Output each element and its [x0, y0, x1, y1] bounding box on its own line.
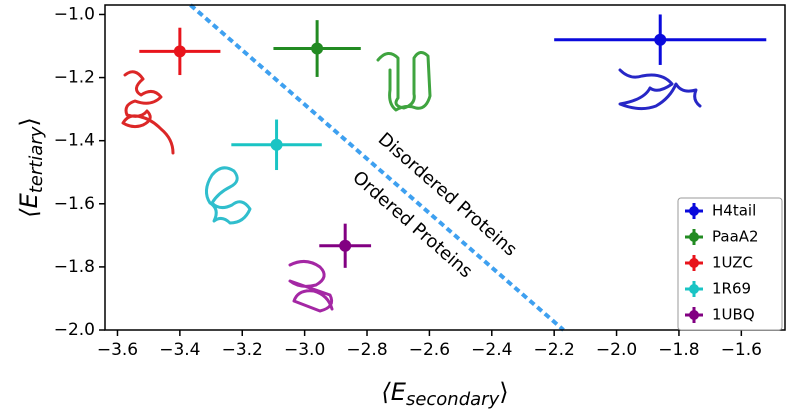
- x-tick-label: −3.0: [284, 340, 325, 360]
- y-tick-label: −2.0: [54, 320, 95, 340]
- divider-line: [189, 3, 565, 332]
- y-tick-label: −1.0: [54, 4, 95, 24]
- protein-1r69: [205, 166, 252, 225]
- protein-1uzc: [121, 70, 175, 155]
- legend-label: 1R69: [712, 280, 751, 298]
- x-axis-label: ⟨Esecondary⟩: [381, 378, 508, 410]
- point: [311, 42, 324, 55]
- legend-label: 1UBQ: [712, 306, 755, 324]
- legend-marker: [689, 206, 699, 216]
- y-axis-label-open: ⟨E: [15, 192, 43, 217]
- point: [173, 45, 186, 58]
- plot-frame: [104, 4, 786, 331]
- point: [339, 239, 352, 252]
- x-axis-label-subscript: secondary: [406, 389, 500, 410]
- y-tick-label: −1.2: [54, 68, 95, 88]
- protein-paaa2: [376, 51, 432, 112]
- y-tick-label: −1.8: [54, 257, 95, 277]
- x-tick-label: −2.4: [471, 340, 512, 360]
- point: [270, 138, 283, 151]
- x-tick-label: −2.6: [409, 340, 450, 360]
- legend-marker: [689, 284, 699, 294]
- protein-1ubq: [288, 260, 334, 313]
- legend-label: PaaA2: [712, 228, 759, 246]
- x-tick-label: −1.6: [721, 340, 762, 360]
- legend-box: [677, 197, 783, 331]
- y-tick-label: −1.4: [54, 131, 95, 151]
- x-tick-label: −3.2: [222, 340, 263, 360]
- protein-h4tail: [618, 68, 702, 111]
- point: [654, 33, 667, 46]
- x-tick-label: −2.2: [534, 340, 575, 360]
- x-tick-label: −3.6: [97, 340, 138, 360]
- x-tick-label: −2.0: [596, 340, 637, 360]
- y-tick-label: −1.6: [54, 194, 95, 214]
- x-axis-label-open: ⟨E: [381, 378, 406, 406]
- x-tick-label: −1.8: [658, 340, 699, 360]
- legend-marker: [689, 258, 699, 268]
- legend-label: 1UZC: [712, 254, 753, 272]
- legend-marker: [689, 310, 699, 320]
- protein-structures: [121, 51, 702, 313]
- legend-label: H4tail: [712, 202, 756, 220]
- y-axis-label-subscript: tertiary: [26, 126, 47, 193]
- annotation: Ordered Proteins: [348, 167, 476, 282]
- y-axis-label: ⟨Etertiary⟩: [15, 117, 47, 218]
- x-axis-label-close: ⟩: [499, 378, 508, 406]
- x-tick-label: −2.8: [346, 340, 387, 360]
- y-axis-label-close: ⟩: [15, 117, 43, 126]
- legend-marker: [689, 232, 699, 242]
- x-tick-label: −3.4: [159, 340, 200, 360]
